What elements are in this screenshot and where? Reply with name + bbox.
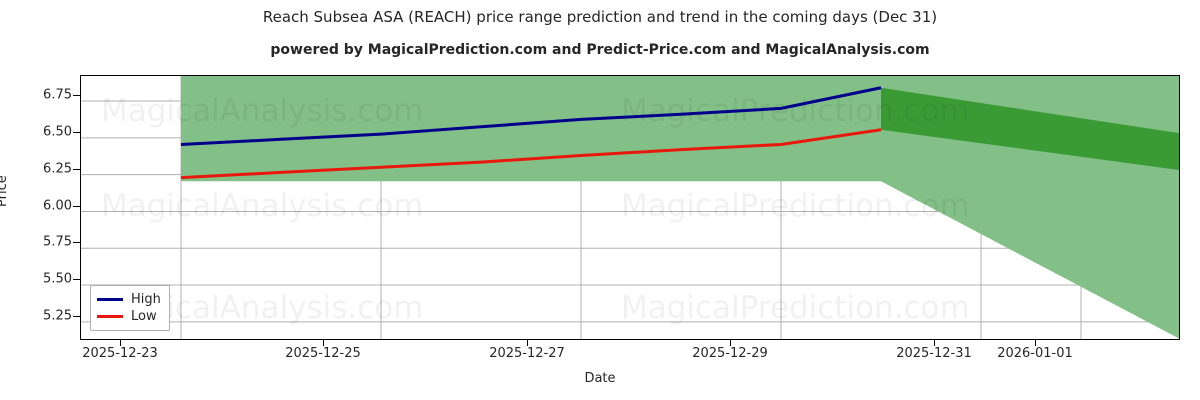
plot-svg: MagicalAnalysis.com MagicalPrediction.com… (81, 76, 1179, 339)
chart-subtitle: powered by MagicalPrediction.com and Pre… (270, 42, 930, 58)
y-tick-mark (73, 316, 80, 317)
x-tick-mark (120, 340, 121, 346)
legend-label-low: Low (131, 309, 157, 324)
y-tick-label: 5.75 (43, 234, 72, 250)
x-tick-label: 2025-12-27 (489, 346, 565, 361)
inner-range-band (881, 87, 1179, 170)
x-tick-mark (934, 340, 935, 346)
x-tick-label: 2025-12-23 (82, 346, 158, 361)
y-tick-mark (73, 132, 80, 133)
x-tick-mark (1035, 340, 1036, 346)
y-tick-mark (73, 95, 80, 96)
y-tick-label: 6.50 (43, 124, 72, 140)
x-tick-label: 2025-12-31 (896, 346, 972, 361)
y-axis-label: Price (0, 175, 10, 207)
x-tick-label: 2025-12-29 (692, 346, 768, 361)
y-tick-label: 5.25 (43, 308, 72, 324)
legend-item-high: High (97, 291, 161, 308)
y-tick-mark (73, 279, 80, 280)
series-lines (180, 86, 882, 180)
legend-swatch-high (97, 298, 123, 301)
chart-legend: High Low (90, 285, 170, 331)
x-tick-mark (527, 340, 528, 346)
y-tick-label: 6.25 (43, 161, 72, 177)
y-tick-mark (73, 206, 80, 207)
y-tick-label: 6.00 (43, 198, 72, 214)
watermark-text: MagicalPrediction.com (621, 290, 970, 326)
legend-swatch-low (97, 315, 123, 318)
outer-range-band (181, 76, 1179, 339)
y-tick-mark (73, 169, 80, 170)
x-tick-label: 2025-12-25 (285, 346, 361, 361)
watermark-text: MagicalPrediction.com (621, 93, 970, 129)
watermark-text: MagicalPrediction.com (621, 188, 970, 224)
watermark-text: MagicalAnalysis.com (101, 93, 423, 129)
x-tick-mark (323, 340, 324, 346)
y-tick-mark (73, 242, 80, 243)
watermark-text: MagicalAnalysis.com (101, 188, 423, 224)
legend-label-high: High (131, 292, 161, 307)
series-line-low (180, 128, 882, 180)
y-tick-label: 5.50 (43, 271, 72, 287)
series-line-high (180, 86, 882, 146)
legend-item-low: Low (97, 308, 161, 325)
chart-title: Reach Subsea ASA (REACH) price range pre… (262, 8, 938, 26)
x-tick-mark (730, 340, 731, 346)
range-bands (181, 76, 1179, 339)
x-tick-label: 2026-01-01 (997, 346, 1073, 361)
plot-area: MagicalAnalysis.com MagicalPrediction.com… (80, 75, 1180, 340)
x-axis-label: Date (584, 371, 616, 386)
y-tick-label: 6.75 (43, 87, 72, 103)
